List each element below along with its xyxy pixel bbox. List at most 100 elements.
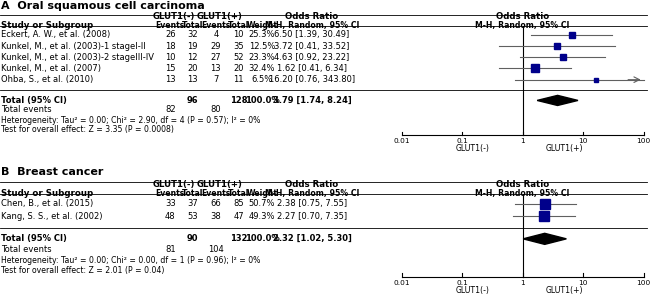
Text: 27: 27	[211, 53, 221, 62]
Text: 10: 10	[165, 53, 176, 62]
Text: 18: 18	[165, 41, 176, 51]
Text: 6.5%: 6.5%	[252, 75, 272, 84]
Text: Weight: Weight	[246, 189, 278, 198]
Text: 20: 20	[233, 64, 244, 73]
Polygon shape	[523, 233, 566, 244]
Text: 12: 12	[187, 53, 198, 62]
Text: 29: 29	[211, 41, 221, 51]
Text: Test for overall effect: Z = 2.01 (P = 0.04): Test for overall effect: Z = 2.01 (P = 0…	[1, 266, 164, 275]
Text: GLUT1(-): GLUT1(-)	[152, 12, 195, 21]
Text: 25.3%: 25.3%	[249, 30, 275, 39]
Text: Heterogeneity: Tau² = 0.00; Chi² = 2.90, df = 4 (P = 0.57); I² = 0%: Heterogeneity: Tau² = 0.00; Chi² = 2.90,…	[1, 115, 261, 125]
Text: 132: 132	[230, 234, 247, 243]
Text: 47: 47	[233, 212, 244, 221]
Text: 0.1: 0.1	[456, 138, 468, 144]
Text: Odds Ratio: Odds Ratio	[285, 12, 339, 21]
Text: 85: 85	[233, 199, 244, 208]
Text: Weight: Weight	[246, 21, 278, 30]
Text: Odds Ratio: Odds Ratio	[496, 180, 549, 189]
Text: 10: 10	[578, 138, 588, 144]
Text: Total: Total	[181, 189, 203, 198]
Text: 11: 11	[233, 75, 244, 84]
Text: 100.0%: 100.0%	[244, 96, 280, 105]
Text: Events: Events	[155, 189, 185, 198]
Text: 96: 96	[187, 96, 198, 105]
Text: 20: 20	[187, 64, 198, 73]
Text: 2.32 [1.02, 5.30]: 2.32 [1.02, 5.30]	[272, 234, 352, 243]
Text: M-H, Random, 95% CI: M-H, Random, 95% CI	[265, 189, 359, 198]
Text: 1: 1	[520, 280, 525, 286]
Text: GLUT1(-): GLUT1(-)	[152, 180, 195, 189]
Text: M-H, Random, 95% CI: M-H, Random, 95% CI	[475, 189, 570, 198]
Text: 10: 10	[578, 280, 588, 286]
Text: Total events: Total events	[1, 106, 52, 115]
Text: 19: 19	[187, 41, 198, 51]
Text: Test for overall effect: Z = 3.35 (P = 0.0008): Test for overall effect: Z = 3.35 (P = 0…	[1, 125, 174, 134]
Text: Kunkel, M., et al. (2007): Kunkel, M., et al. (2007)	[1, 64, 101, 73]
Text: 81: 81	[165, 245, 176, 254]
Text: 4: 4	[213, 30, 218, 39]
Text: GLUT1(+): GLUT1(+)	[196, 180, 242, 189]
Text: 52: 52	[233, 53, 244, 62]
Text: 16.20 [0.76, 343.80]: 16.20 [0.76, 343.80]	[269, 75, 355, 84]
Text: 1: 1	[520, 138, 525, 144]
Text: A  Oral squamous cell carcinoma: A Oral squamous cell carcinoma	[1, 1, 205, 11]
Text: 7: 7	[213, 75, 218, 84]
Text: 6.50 [1.39, 30.49]: 6.50 [1.39, 30.49]	[274, 30, 350, 39]
Text: Odds Ratio: Odds Ratio	[496, 12, 549, 21]
Text: 0.01: 0.01	[393, 138, 410, 144]
Text: 3.79 [1.74, 8.24]: 3.79 [1.74, 8.24]	[272, 96, 352, 105]
Text: Study or Subgroup: Study or Subgroup	[1, 21, 94, 30]
Text: Kang, S. S., et al. (2002): Kang, S. S., et al. (2002)	[1, 212, 103, 221]
Text: 0.01: 0.01	[393, 280, 410, 286]
Text: 82: 82	[165, 106, 176, 115]
Text: 38: 38	[211, 212, 221, 221]
Text: 13: 13	[187, 75, 198, 84]
Text: 13: 13	[165, 75, 176, 84]
Text: Total: Total	[227, 21, 250, 30]
Polygon shape	[537, 95, 578, 106]
Text: Total: Total	[227, 189, 250, 198]
Text: 37: 37	[187, 199, 198, 208]
Text: Events: Events	[201, 21, 231, 30]
Text: Study or Subgroup: Study or Subgroup	[1, 189, 94, 198]
Text: 4.63 [0.92, 23.22]: 4.63 [0.92, 23.22]	[274, 53, 350, 62]
Text: 3.72 [0.41, 33.52]: 3.72 [0.41, 33.52]	[274, 41, 350, 51]
Text: GLUT1(+): GLUT1(+)	[546, 144, 584, 153]
Text: 26: 26	[165, 30, 176, 39]
Text: Eckert, A. W., et al. (2008): Eckert, A. W., et al. (2008)	[1, 30, 110, 39]
Text: 35: 35	[233, 41, 244, 51]
Text: Chen, B., et al. (2015): Chen, B., et al. (2015)	[1, 199, 94, 208]
Text: 33: 33	[165, 199, 176, 208]
Text: Total (95% CI): Total (95% CI)	[1, 96, 67, 105]
Text: 32.4%: 32.4%	[249, 64, 275, 73]
Text: 80: 80	[211, 106, 221, 115]
Text: Ohba, S., et al. (2010): Ohba, S., et al. (2010)	[1, 75, 94, 84]
Text: 2.38 [0.75, 7.55]: 2.38 [0.75, 7.55]	[277, 199, 347, 208]
Text: 48: 48	[165, 212, 176, 221]
Text: 128: 128	[230, 96, 247, 105]
Text: 66: 66	[211, 199, 221, 208]
Text: 10: 10	[233, 30, 244, 39]
Text: GLUT1(-): GLUT1(-)	[456, 144, 489, 153]
Text: Kunkel, M., et al. (2003)-2 stageIII-IV: Kunkel, M., et al. (2003)-2 stageIII-IV	[1, 53, 154, 62]
Text: GLUT1(-): GLUT1(-)	[456, 286, 489, 295]
Text: Odds Ratio: Odds Ratio	[285, 180, 339, 189]
Text: 1.62 [0.41, 6.34]: 1.62 [0.41, 6.34]	[277, 64, 347, 73]
Text: 90: 90	[187, 234, 198, 243]
Text: M-H, Random, 95% CI: M-H, Random, 95% CI	[475, 21, 570, 30]
Text: 50.7%: 50.7%	[249, 199, 275, 208]
Text: Total (95% CI): Total (95% CI)	[1, 234, 67, 243]
Text: Kunkel, M., et al. (2003)-1 stageI-II: Kunkel, M., et al. (2003)-1 stageI-II	[1, 41, 146, 51]
Text: Total: Total	[181, 21, 203, 30]
Text: 100: 100	[636, 280, 650, 286]
Text: 100: 100	[636, 138, 650, 144]
Text: Total events: Total events	[1, 245, 52, 254]
Text: M-H, Random, 95% CI: M-H, Random, 95% CI	[265, 21, 359, 30]
Text: 104: 104	[208, 245, 224, 254]
Text: 49.3%: 49.3%	[249, 212, 275, 221]
Text: 2.27 [0.70, 7.35]: 2.27 [0.70, 7.35]	[277, 212, 347, 221]
Text: GLUT1(+): GLUT1(+)	[546, 286, 584, 295]
Text: 13: 13	[211, 64, 221, 73]
Text: 12.5%: 12.5%	[249, 41, 275, 51]
